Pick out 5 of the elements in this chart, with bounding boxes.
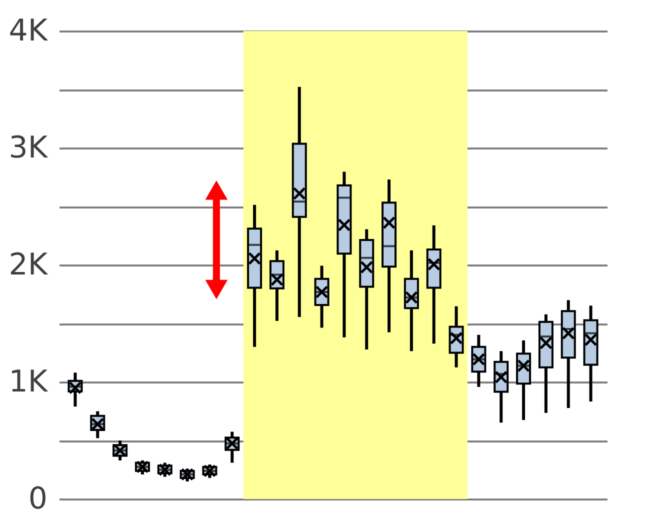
y-tick-label: 4K bbox=[8, 14, 49, 48]
y-tick-label: 1K bbox=[8, 364, 49, 400]
y-tick-label: 2K bbox=[8, 248, 49, 282]
y-tick-label: 0 bbox=[28, 482, 48, 516]
y-tick-label: 3K bbox=[8, 130, 49, 166]
